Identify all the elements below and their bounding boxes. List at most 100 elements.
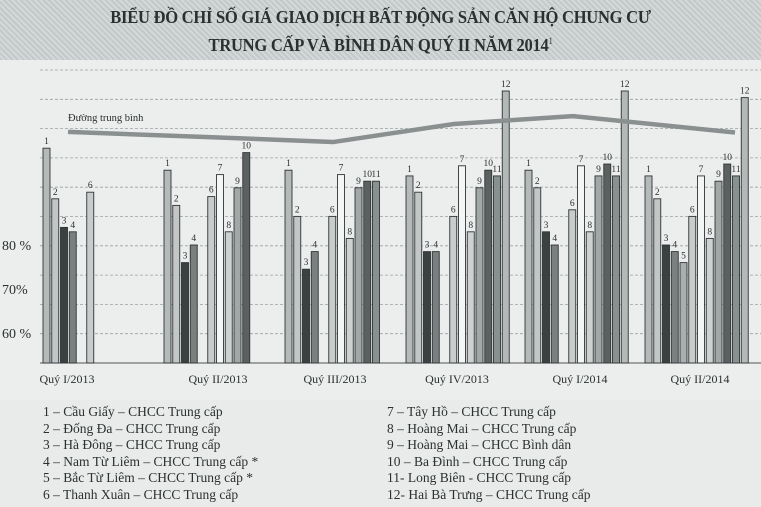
bar-series-7-q3 (337, 174, 345, 364)
bar-series-7-q2 (216, 174, 224, 364)
bar-label: 7 (460, 155, 465, 165)
bar-series-10-q4 (484, 169, 493, 364)
bar-series-11-q6 (732, 175, 740, 364)
legend-item-7: 7 – Tây Hồ – CHCC Trung cấp (387, 404, 556, 419)
legend-item-9: 9 – Hoàng Mai – CHCC Bình dân (387, 437, 572, 453)
y-tick-label: 80 % (2, 239, 32, 254)
bar-series-9-q2 (233, 187, 242, 364)
bar-series-4-q6 (670, 251, 679, 364)
bar-label: 6 (88, 181, 93, 191)
legend-left: 1 – Cầu Giấy – CHCC Trung cấp 2 – Đống Đa… (43, 404, 258, 504)
x-tick-label: Quý IV/2013 (425, 372, 489, 386)
y-tick-label: 60 % (2, 327, 32, 342)
plot-background (0, 60, 761, 400)
bar-label: 9 (716, 170, 721, 180)
bar-series-2-q4 (414, 191, 423, 364)
bar-series-8-q6 (705, 237, 714, 364)
bar-label: 11 (492, 165, 501, 175)
bar-series-11-q4 (493, 175, 501, 364)
bar-series-3-q3 (302, 268, 310, 364)
bar-label: 6 (209, 186, 214, 196)
bar-label: 1 (526, 159, 531, 169)
bar-label: 9 (356, 177, 361, 187)
bar-series-10-q5 (603, 163, 612, 364)
bar-label: 9 (596, 165, 601, 175)
bar-series-6-q6 (688, 215, 697, 364)
bar-series-2-q6 (653, 198, 662, 364)
title-band (0, 0, 761, 60)
bar-label: 10 (603, 153, 613, 163)
average-line-label: Đường trung bình (68, 113, 144, 124)
bar-series-6-q3 (328, 215, 337, 364)
bar-series-11-q3 (372, 180, 380, 364)
bar-series-11-q5 (612, 175, 620, 364)
bar-label: 3 (544, 221, 549, 231)
bar-label: 4 (552, 234, 557, 244)
bar-label: 4 (70, 221, 75, 231)
bar-series-5-q6 (679, 262, 688, 364)
bar-label: 2 (655, 188, 660, 198)
bar-label: 1 (646, 165, 651, 175)
title-text: TRUNG CẤP VÀ BÌNH DÂN QUÝ II NĂM 2014 (208, 35, 549, 55)
bar-label: 4 (433, 241, 438, 251)
bar-series-9-q6 (714, 180, 723, 364)
bar-label: 5 (681, 252, 686, 262)
legend-item-12: 12- Hai Bà Trưng – CHCC Trung cấp (387, 486, 591, 502)
bar-label: 9 (477, 177, 482, 187)
bar-series-1-q2 (163, 169, 172, 364)
x-tick-label: Quý II/2014 (671, 372, 730, 386)
bar-label: 4 (312, 241, 317, 251)
bar-series-12-q4 (501, 90, 510, 364)
bar-label: 2 (416, 181, 421, 191)
bar-series-1-q4 (405, 175, 414, 364)
bar-series-4-q5 (550, 244, 559, 364)
x-tick-label: Quý II/2013 (189, 372, 248, 386)
bar-series-2-q5 (533, 187, 542, 364)
bar-label: 6 (330, 205, 335, 215)
bar-label: 11 (371, 170, 380, 180)
bar-label: 11 (611, 165, 620, 175)
bar-label: 4 (191, 234, 196, 244)
x-tick-label: Quý I/2013 (40, 372, 95, 386)
legend-item-2: 2 – Đống Đa – CHCC Trung cấp (43, 420, 221, 436)
legend-right: 7 – Tây Hồ – CHCC Trung cấp 8 – Hoàng Mai… (387, 404, 590, 504)
bar-series-9-q3 (354, 187, 363, 364)
bar-series-6-q2 (207, 196, 216, 364)
bar-series-3-q5 (542, 231, 550, 364)
bar-label: 8 (707, 227, 712, 237)
bar-series-8-q4 (466, 231, 475, 364)
bar-series-1-q3 (284, 169, 293, 364)
bar-series-7-q5 (577, 165, 585, 364)
bar-series-10-q6 (723, 163, 732, 364)
bar-label: 1 (165, 159, 170, 169)
legend-item-10: 10 – Ba Đình – CHCC Trung cấp (387, 453, 568, 469)
bar-series-4-q2 (189, 244, 198, 364)
chart-title-line-1: BIỂU ĐỒ CHỈ SỐ GIÁ GIAO DỊCH BẤT ĐỘNG SẢ… (110, 7, 651, 27)
legend-item-4: 4 – Nam Từ Liêm – CHCC Trung cấp * (43, 453, 259, 469)
bar-label: 10 (484, 159, 494, 169)
bar-label: 6 (690, 205, 695, 215)
bar-label: 8 (347, 227, 352, 237)
bar-label: 7 (218, 164, 223, 174)
bar-series-7-q4 (458, 165, 466, 364)
bar-series-1-q5 (524, 169, 533, 364)
x-tick-label: Quý III/2013 (304, 372, 367, 386)
legend-item-5: 5 – Bắc Từ Liêm – CHCC Trung cấp * (43, 470, 253, 486)
chart-title-line-2: TRUNG CẤP VÀ BÌNH DÂN QUÝ II NĂM 20141 (30, 35, 730, 56)
bar-series-4-q3 (310, 251, 319, 364)
bar-series-9-q4 (475, 187, 484, 364)
legend-item-1: 1 – Cầu Giấy – CHCC Trung cấp (43, 404, 223, 419)
bar-label: 10 (723, 153, 733, 163)
bar-label: 6 (451, 205, 456, 215)
bar-label: 12 (501, 80, 511, 90)
bar-series-2-q2 (172, 204, 181, 364)
legend-item-6: 6 – Thanh Xuân – CHCC Trung cấp (43, 486, 239, 502)
legend-item-8: 8 – Hoàng Mai – CHCC Trung cấp (387, 420, 577, 436)
bar-label: 3 (664, 234, 669, 244)
bar-series-3-q2 (181, 262, 189, 364)
bar-label: 4 (672, 241, 677, 251)
bar-series-8-q5 (585, 231, 594, 364)
bar-label: 3 (183, 252, 188, 262)
average-line (67, 113, 736, 145)
bar-label: 11 (731, 165, 740, 175)
